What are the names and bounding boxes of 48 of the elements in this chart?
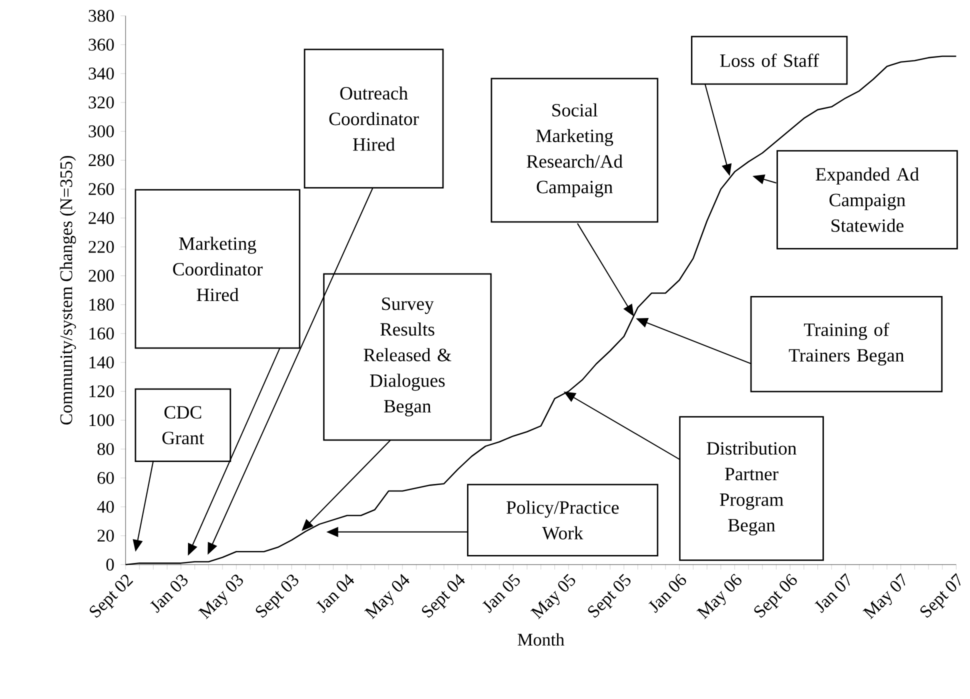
x-tick-label: Jan 06	[648, 574, 686, 613]
x-axis-title: Month	[518, 633, 564, 646]
annotation: Social Marketing Research/Ad Campaign	[526, 103, 623, 198]
y-tick-label: 100	[89, 414, 114, 426]
y-tick-label: 120	[89, 385, 114, 398]
x-tick-label: Sept 03	[256, 574, 298, 618]
annotation: Expanded Ad Campaign Statewide	[816, 168, 919, 232]
x-tick-label: May 04	[364, 574, 410, 620]
annotation: Policy/Practice Work	[506, 500, 619, 540]
annotation: Survey Results Released & Dialogues Began	[364, 297, 452, 416]
y-tick-label: 140	[89, 356, 114, 368]
x-tick-label: May 07	[862, 573, 906, 620]
x-tick-label: Jan 03	[150, 574, 188, 613]
x-tick-label: Sept 07	[920, 573, 961, 618]
y-tick-label: 260	[88, 183, 114, 196]
annotation: Training of Trainers Began	[788, 322, 904, 366]
y-tick-label: 300	[88, 125, 114, 138]
y-tick-label: 60	[98, 472, 114, 484]
x-tick-label: Jan 04	[316, 574, 354, 613]
y-tick-label: 160	[89, 328, 114, 340]
x-tick-label: Jan 05	[482, 574, 520, 613]
y-tick-label: 40	[97, 500, 114, 513]
annotation: Loss of Staff	[720, 54, 820, 67]
y-tick-label: 320	[88, 96, 114, 108]
x-tick-label: Sept 02	[90, 574, 134, 618]
x-tick-label: Sept 06	[754, 574, 797, 618]
annotation: CDC Grant	[162, 406, 204, 444]
annotation: Distribution Partner Program Began	[706, 442, 796, 536]
x-tick-label: May 06	[696, 574, 742, 620]
y-tick-label: 360	[88, 38, 114, 51]
x-tick-label: Sept 04	[422, 574, 465, 618]
annotation: Marketing Coordinator Hired	[173, 236, 263, 302]
x-tick-label: May 05	[530, 574, 576, 620]
y-tick-label: 200	[88, 270, 114, 282]
annotation: Outreach Coordinator Hired	[329, 86, 419, 151]
y-tick-label: 0	[106, 558, 114, 571]
y-tick-label: 20	[98, 530, 114, 542]
y-tick-label: 240	[88, 212, 114, 224]
x-tick-label: Jan 07	[814, 573, 850, 613]
x-tick-label: May 03	[198, 574, 243, 620]
y-tick-label: 380	[88, 10, 114, 22]
y-tick-label: 280	[88, 154, 114, 166]
y-tick-label: 80	[97, 443, 114, 456]
x-tick-label: Sept 05	[588, 574, 631, 618]
y-tick-label: 220	[88, 240, 114, 253]
y-tick-label: 340	[88, 68, 114, 80]
y-axis-title: Community/system Changes (N=355)	[60, 156, 76, 424]
y-tick-label: 180	[89, 298, 114, 311]
